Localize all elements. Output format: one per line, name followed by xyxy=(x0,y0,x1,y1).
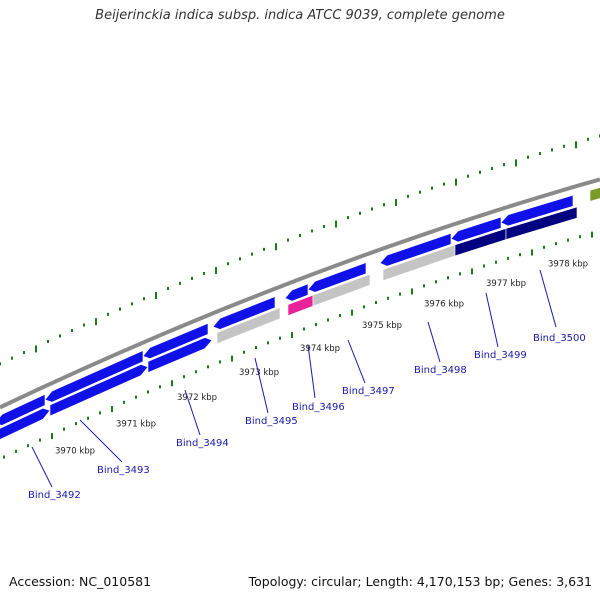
gene-feature[interactable] xyxy=(0,407,51,442)
gene-leader-line xyxy=(347,339,366,384)
scale-label: 3972 kbp xyxy=(177,393,217,403)
scale-label: 3975 kbp xyxy=(362,321,402,331)
gene-feature[interactable] xyxy=(212,296,276,330)
pseudogene-feature[interactable] xyxy=(312,273,371,307)
scale-label: 3976 kbp xyxy=(424,299,464,309)
page-title: Beijerinckia indica subsp. indica ATCC 9… xyxy=(95,8,505,23)
gene-feature[interactable] xyxy=(284,283,309,302)
scale-label: 3978 kbp xyxy=(548,260,588,270)
gene-leader-line xyxy=(539,269,557,328)
genome-backbone xyxy=(0,177,600,410)
scale-label: 3974 kbp xyxy=(300,344,340,354)
gene-feature[interactable] xyxy=(450,216,502,243)
gene-feature[interactable] xyxy=(142,322,209,359)
gene-leader-line xyxy=(184,389,201,436)
gene-label[interactable]: Bind_3498 xyxy=(414,365,467,376)
gene-label[interactable]: Bind_3492 xyxy=(28,490,81,501)
gene-feature[interactable] xyxy=(44,350,144,403)
scale-label: 3977 kbp xyxy=(486,279,526,289)
genome-summary: Topology: circular; Length: 4,170,153 bp… xyxy=(248,574,592,589)
gene-label[interactable]: Bind_3496 xyxy=(292,402,345,413)
scale-label: 3973 kbp xyxy=(239,368,279,378)
gene-leader-line xyxy=(254,357,269,414)
gene-leader-line xyxy=(79,419,123,463)
gene-feature[interactable] xyxy=(147,337,213,373)
scale-label: 3970 kbp xyxy=(55,447,95,457)
gene-leader-line xyxy=(427,321,441,363)
gene-feature[interactable] xyxy=(379,232,452,267)
gene-feature-dark[interactable] xyxy=(505,206,578,240)
gene-label[interactable]: Bind_3497 xyxy=(342,386,395,397)
gene-feature[interactable] xyxy=(500,194,574,227)
gene-leader-line xyxy=(485,292,499,348)
gene-feature[interactable] xyxy=(307,262,367,293)
gene-label[interactable]: Bind_3493 xyxy=(97,465,150,476)
gene-feature-olive[interactable] xyxy=(589,185,600,202)
gene-label[interactable]: Bind_3495 xyxy=(245,416,298,427)
gene-leader-line xyxy=(307,344,316,399)
gene-label[interactable]: Bind_3500 xyxy=(533,333,586,344)
gene-leader-line xyxy=(31,446,53,488)
gene-label[interactable]: Bind_3494 xyxy=(176,438,229,449)
gene-feature[interactable] xyxy=(49,364,149,417)
gene-label[interactable]: Bind_3499 xyxy=(474,350,527,361)
pseudogene-feature[interactable] xyxy=(216,307,281,345)
gene-feature[interactable] xyxy=(0,393,46,426)
scale-label: 3971 kbp xyxy=(116,419,156,429)
accession-label: Accession: NC_010581 xyxy=(9,574,152,589)
